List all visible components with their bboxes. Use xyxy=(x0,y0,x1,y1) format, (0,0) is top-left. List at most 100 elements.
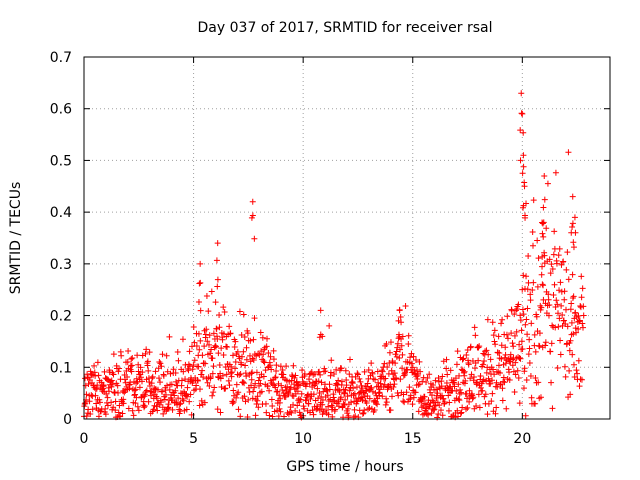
data-point xyxy=(144,358,151,365)
x-axis-label: GPS time / hours xyxy=(286,459,403,475)
data-point xyxy=(502,351,509,358)
data-point xyxy=(519,204,526,211)
data-points xyxy=(81,90,587,421)
data-point xyxy=(525,253,532,260)
data-point xyxy=(425,403,432,410)
data-point xyxy=(249,395,256,402)
data-point xyxy=(209,355,216,362)
data-point xyxy=(549,265,556,272)
data-point xyxy=(229,400,236,407)
data-point xyxy=(368,405,375,412)
data-point xyxy=(402,303,409,310)
data-point xyxy=(148,380,155,387)
data-point xyxy=(490,366,497,373)
data-point xyxy=(120,400,127,407)
data-point xyxy=(399,351,406,358)
data-point xyxy=(516,400,523,407)
data-point xyxy=(252,380,259,387)
data-point xyxy=(150,406,157,413)
data-point xyxy=(128,368,135,375)
data-point xyxy=(545,312,552,319)
data-point xyxy=(381,360,388,367)
data-point xyxy=(456,372,463,379)
data-point xyxy=(342,396,349,403)
data-point xyxy=(279,367,286,374)
data-point xyxy=(434,390,441,397)
data-point xyxy=(153,395,160,402)
data-point xyxy=(294,388,301,395)
data-point xyxy=(236,372,243,379)
data-point xyxy=(257,329,264,336)
data-point xyxy=(296,409,303,416)
data-point xyxy=(227,370,234,377)
data-point xyxy=(519,286,526,293)
data-point xyxy=(579,285,586,292)
data-point xyxy=(174,401,181,408)
data-point xyxy=(345,412,352,419)
data-point xyxy=(241,334,248,341)
data-point xyxy=(233,394,240,401)
data-point xyxy=(137,364,144,371)
data-point xyxy=(457,386,464,393)
data-point xyxy=(169,406,176,413)
data-point xyxy=(406,384,413,391)
data-point xyxy=(439,392,446,399)
data-point xyxy=(434,414,441,421)
data-point xyxy=(215,350,222,357)
data-point xyxy=(221,308,228,315)
data-point xyxy=(165,405,172,412)
data-point xyxy=(253,369,260,376)
data-point xyxy=(338,365,345,372)
data-point xyxy=(389,393,396,400)
data-point xyxy=(515,301,522,308)
data-point xyxy=(92,386,99,393)
data-point xyxy=(467,343,474,350)
data-point xyxy=(485,351,492,358)
data-point xyxy=(365,367,372,374)
data-point xyxy=(433,386,440,393)
data-point xyxy=(373,399,380,406)
data-point xyxy=(282,393,289,400)
data-point xyxy=(251,315,258,322)
data-point xyxy=(476,343,483,350)
data-point xyxy=(297,396,304,403)
data-point xyxy=(224,343,231,350)
data-point xyxy=(510,343,517,350)
data-point xyxy=(160,410,167,417)
data-point xyxy=(557,279,564,286)
data-point xyxy=(444,371,451,378)
data-point xyxy=(305,400,312,407)
data-point xyxy=(159,351,166,358)
data-point xyxy=(421,393,428,400)
data-point xyxy=(313,406,320,413)
data-point xyxy=(108,383,115,390)
data-point xyxy=(201,399,208,406)
data-point xyxy=(485,375,492,382)
data-point xyxy=(133,375,140,382)
data-point xyxy=(320,388,327,395)
data-point xyxy=(441,398,448,405)
data-point xyxy=(182,361,189,368)
data-point xyxy=(541,196,548,203)
data-point xyxy=(438,378,445,385)
data-point xyxy=(489,377,496,384)
data-point xyxy=(451,383,458,390)
data-point xyxy=(88,371,95,378)
data-point xyxy=(92,392,99,399)
data-point xyxy=(575,357,582,364)
data-point xyxy=(527,297,534,304)
data-point xyxy=(94,382,101,389)
data-point xyxy=(399,365,406,372)
data-point xyxy=(263,343,270,350)
data-point xyxy=(128,355,135,362)
data-point xyxy=(412,389,419,396)
data-point xyxy=(533,313,540,320)
data-point xyxy=(260,358,267,365)
data-point xyxy=(330,394,337,401)
data-point xyxy=(217,409,224,416)
data-point xyxy=(280,371,287,378)
data-point xyxy=(414,366,421,373)
data-point xyxy=(371,406,378,413)
data-point xyxy=(106,369,113,376)
data-point xyxy=(401,399,408,406)
